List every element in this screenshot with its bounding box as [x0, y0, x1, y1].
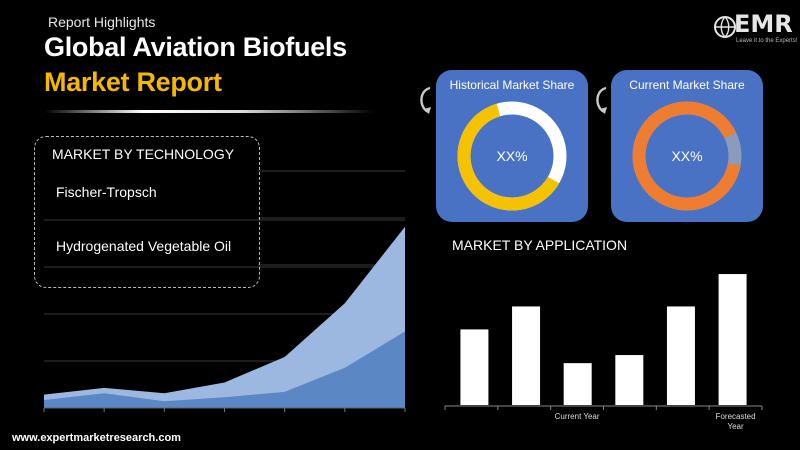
- technology-heading: MARKET BY TECHNOLOGY: [52, 146, 235, 162]
- application-heading: MARKET BY APPLICATION: [452, 237, 628, 253]
- donut-main-slice: [457, 101, 567, 211]
- application-bar-chart: Current Year Forecasted Year: [444, 274, 763, 431]
- title-underline: [44, 110, 374, 113]
- historical-share-card: Historical Market Share XX%: [436, 70, 588, 222]
- application-bar: [512, 306, 541, 405]
- page-title-line-2: Market Report: [44, 67, 222, 97]
- donut-main-slice: [632, 101, 742, 211]
- application-bar: [718, 274, 747, 405]
- cycle-arrow-icon: [420, 86, 431, 114]
- page-title-line-1: Global Aviation Biofuels: [44, 32, 347, 62]
- application-bar: [460, 329, 489, 405]
- current-share-title: Current Market Share: [629, 78, 745, 92]
- historical-share-title: Historical Market Share: [449, 78, 575, 92]
- bar-category-label: Forecasted Year: [716, 412, 756, 431]
- logo-text: EMR: [734, 10, 793, 38]
- application-bar: [563, 363, 592, 405]
- technology-box: [34, 136, 260, 288]
- area-series-2: [44, 331, 405, 408]
- application-bar: [666, 306, 695, 405]
- technology-item-fischer-tropsch: Fischer-Tropsch: [56, 184, 157, 200]
- current-share-value: XX%: [671, 148, 703, 164]
- technology-item-hvo: Hydrogenated Vegetable Oil: [56, 238, 232, 254]
- logo-tagline: Leave it to the Experts!: [736, 38, 798, 44]
- current-share-card: Current Market Share XX%: [611, 70, 763, 222]
- website-url: www.expertmarketresearch.com: [12, 432, 181, 444]
- current-share-donut: [632, 101, 742, 211]
- logo-globe-icon: [714, 16, 736, 38]
- emr-logo: EMR Leave it to the Experts!: [712, 10, 798, 48]
- area-chart: [43, 170, 406, 412]
- historical-share-donut: [457, 101, 567, 211]
- report-highlights-label: Report Highlights: [48, 14, 156, 30]
- area-series-1: [44, 226, 405, 408]
- bar-category-label: Current Year: [555, 412, 600, 421]
- cycle-arrow-icon: [596, 86, 607, 114]
- historical-share-value: XX%: [496, 148, 528, 164]
- application-bar: [615, 355, 644, 405]
